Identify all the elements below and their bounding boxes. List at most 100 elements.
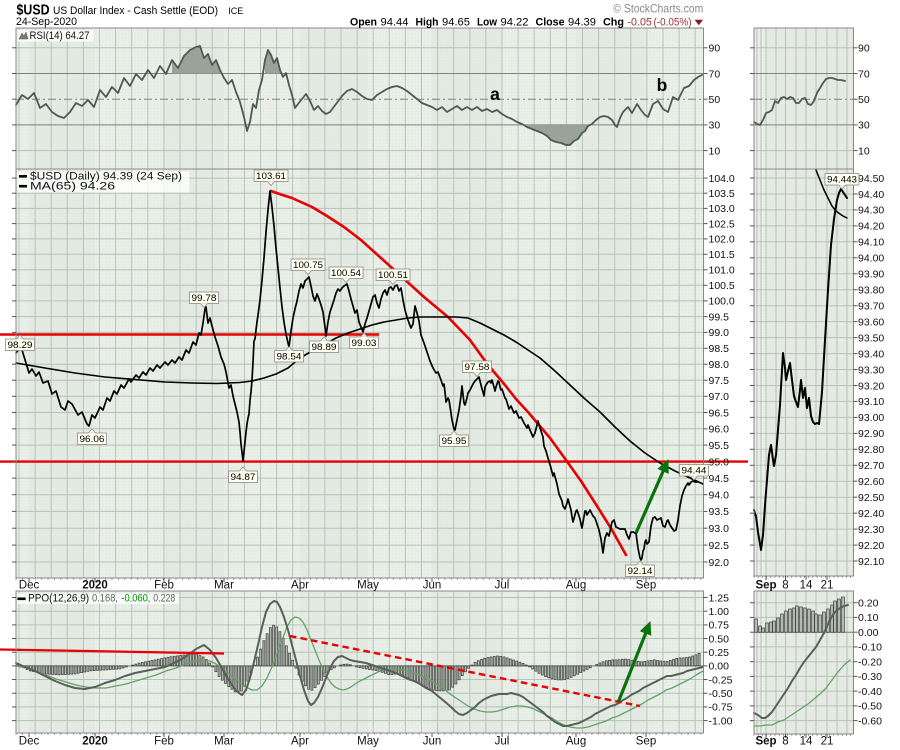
svg-text:-0.05: -0.05 [628,16,652,28]
svg-text:30: 30 [858,120,870,132]
svg-text:0.25: 0.25 [709,647,730,659]
svg-text:92.40: 92.40 [858,508,884,520]
svg-text:100.0: 100.0 [709,296,735,308]
svg-text:93.0: 93.0 [709,523,730,535]
svg-text:94.22: 94.22 [501,16,529,28]
svg-text:Dec: Dec [19,735,40,747]
svg-text:-0.60: -0.60 [858,715,882,727]
svg-text:92.30: 92.30 [858,524,884,536]
svg-text:92.14: 92.14 [628,566,653,577]
svg-text:103.61: 103.61 [256,171,286,182]
svg-text:93.50: 93.50 [858,332,884,344]
svg-text:92.50: 92.50 [858,492,884,504]
svg-text:-0.25: -0.25 [709,674,733,686]
svg-text:May: May [357,735,379,747]
svg-text:98.29: 98.29 [8,340,33,351]
svg-text:Dec: Dec [19,579,40,591]
svg-text:US Dollar Index - Cash Settle: US Dollar Index - Cash Settle (EOD) [53,5,218,17]
svg-text:92.20: 92.20 [858,540,884,552]
svg-text:0.00: 0.00 [858,627,879,639]
svg-text:97.5: 97.5 [709,375,730,387]
svg-text:8: 8 [782,735,788,747]
svg-text:b: b [657,75,668,95]
svg-text:-0.50: -0.50 [858,701,882,713]
svg-text:94.0: 94.0 [709,490,730,502]
svg-text:24-Sep-2020: 24-Sep-2020 [16,16,77,28]
svg-text:50: 50 [858,94,870,106]
svg-text:95.95: 95.95 [442,436,467,447]
svg-text:1.00: 1.00 [709,606,730,618]
svg-text:May: May [357,579,379,591]
svg-text:99.0: 99.0 [709,327,730,339]
svg-text:92.90: 92.90 [858,428,884,440]
svg-text:94.40: 94.40 [858,189,884,201]
svg-text:98.89: 98.89 [312,342,337,353]
svg-text:21: 21 [821,735,834,747]
svg-text:96.0: 96.0 [709,424,730,436]
svg-text:-1.00: -1.00 [709,715,733,727]
svg-text:8: 8 [782,579,788,591]
svg-text:Jul: Jul [495,579,510,591]
svg-text:14: 14 [800,735,813,747]
svg-text:99.78: 99.78 [192,293,217,304]
svg-text:98.5: 98.5 [709,343,730,355]
svg-text:50: 50 [709,94,721,106]
svg-text:PPO(12,26,9): PPO(12,26,9) [28,593,89,605]
svg-text:90: 90 [709,43,721,55]
svg-text:101.5: 101.5 [709,249,735,261]
svg-text:-0.10: -0.10 [858,642,882,654]
svg-text:0.00: 0.00 [709,661,730,673]
svg-text:93.90: 93.90 [858,269,884,281]
svg-text:Sep: Sep [755,579,776,591]
svg-text:0.228: 0.228 [153,593,175,605]
svg-text:100.54: 100.54 [331,268,361,279]
svg-text:92.80: 92.80 [858,444,884,456]
svg-text:93.5: 93.5 [709,506,730,518]
svg-text:1.25: 1.25 [709,592,730,604]
svg-text:99.03: 99.03 [352,338,377,349]
svg-text:94.50: 94.50 [858,173,884,185]
svg-text:Jun: Jun [423,735,442,747]
svg-text:94.65: 94.65 [442,16,470,28]
svg-text:0.10: 0.10 [858,612,879,624]
svg-text:-0.75: -0.75 [709,702,733,714]
svg-text:94.00: 94.00 [858,253,884,265]
svg-text:94.443: 94.443 [827,175,857,186]
svg-text:-0.060,: -0.060, [121,593,150,605]
svg-text:Chg: Chg [603,16,624,28]
svg-text:93.20: 93.20 [858,380,884,392]
svg-text:95.5: 95.5 [709,440,730,452]
svg-text:70: 70 [709,68,721,80]
svg-text:2020: 2020 [82,735,108,747]
svg-text:96.5: 96.5 [709,407,730,419]
svg-text:90: 90 [858,43,870,55]
svg-text:100.75: 100.75 [293,260,323,271]
svg-text:0.20: 0.20 [858,598,879,610]
svg-text:10: 10 [858,145,870,157]
svg-text:MA(65) 94.26: MA(65) 94.26 [30,180,115,192]
svg-text:101.0: 101.0 [709,265,735,277]
svg-text:Sep: Sep [755,735,776,747]
svg-text:92.10: 92.10 [858,556,884,568]
svg-text:94.30: 94.30 [858,205,884,217]
svg-text:-0.30: -0.30 [858,671,882,683]
svg-text:94.10: 94.10 [858,237,884,249]
svg-text:Jul: Jul [495,735,510,747]
svg-text:Open: Open [350,16,377,28]
svg-text:103.5: 103.5 [709,188,735,200]
svg-text:Apr: Apr [291,735,309,747]
svg-text:97.58: 97.58 [465,362,490,373]
svg-text:Mar: Mar [214,735,234,747]
svg-text:96.06: 96.06 [80,434,105,445]
svg-text:30: 30 [709,120,721,132]
svg-text:70: 70 [858,68,870,80]
svg-text:Apr: Apr [291,579,309,591]
svg-text:0.75: 0.75 [709,620,730,632]
svg-text:93.40: 93.40 [858,348,884,360]
svg-text:94.44: 94.44 [682,466,707,477]
svg-text:ICE: ICE [228,6,243,16]
svg-text:14: 14 [800,579,813,591]
svg-text:92.70: 92.70 [858,460,884,472]
svg-text:a: a [490,84,500,104]
svg-text:92.60: 92.60 [858,476,884,488]
